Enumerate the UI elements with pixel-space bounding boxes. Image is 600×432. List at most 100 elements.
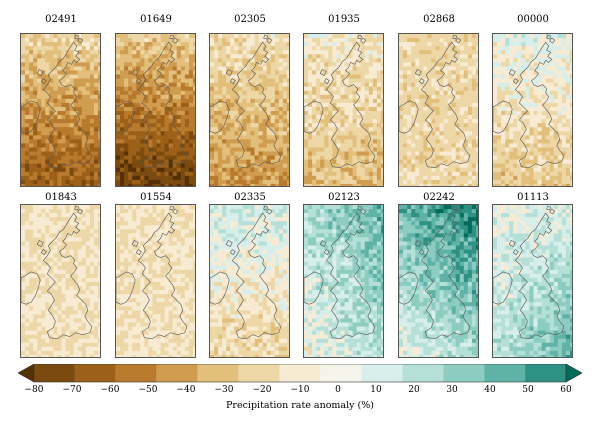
grid-cell <box>230 98 235 104</box>
grid-cell <box>128 82 133 88</box>
grid-cell <box>192 175 195 181</box>
island-coastline <box>360 37 367 44</box>
grid-cell <box>443 90 449 96</box>
grid-cell <box>471 98 477 104</box>
grid-cell <box>136 94 141 100</box>
grid-cell <box>238 151 243 157</box>
grid-cell <box>376 86 382 92</box>
grid-cell <box>419 159 424 165</box>
grid-cell <box>73 70 79 76</box>
grid-cell <box>352 151 358 157</box>
grid-cell <box>222 50 227 55</box>
grid-cell <box>415 115 420 120</box>
grid-cell <box>184 111 190 116</box>
grid-cell <box>274 102 280 108</box>
grid-cell <box>278 167 284 173</box>
grid-cell <box>57 94 63 100</box>
grid-cell <box>553 106 559 112</box>
grid-cell <box>565 123 571 128</box>
grid-cell <box>376 155 382 161</box>
grid-cell <box>85 82 91 88</box>
grid-cell <box>266 183 272 186</box>
grid-cell <box>152 46 158 51</box>
grid-cell <box>336 94 341 100</box>
grid-cell <box>218 86 223 92</box>
grid-cell <box>537 34 543 39</box>
grid-cell <box>65 70 71 76</box>
grid-cell <box>407 167 412 173</box>
grid-cell <box>348 135 354 140</box>
grid-cell <box>435 171 441 177</box>
grid-cell <box>116 143 121 148</box>
grid-cell <box>415 58 420 63</box>
grid-cell <box>533 183 539 186</box>
grid-cell <box>447 62 453 67</box>
grid-cell <box>230 115 235 120</box>
grid-cell <box>45 78 50 84</box>
grid-cell <box>509 74 514 80</box>
grid-cell <box>569 94 572 100</box>
grid-cell <box>505 119 510 124</box>
grid-cell <box>222 171 227 177</box>
grid-cell <box>226 50 231 55</box>
grid-cell <box>21 171 26 177</box>
grid-cell <box>168 62 174 67</box>
grid-cell <box>360 70 366 76</box>
grid-cell <box>33 213 38 218</box>
grid-cell <box>57 159 63 165</box>
grid-cell <box>65 34 71 39</box>
grid-cell <box>553 131 559 136</box>
grid-cell <box>443 46 449 51</box>
grid-cell <box>459 58 465 63</box>
grid-cell <box>497 135 502 140</box>
grid-cell <box>160 115 166 120</box>
grid-cell <box>73 257 79 263</box>
grid-cell <box>380 179 383 185</box>
grid-cell <box>250 94 256 100</box>
grid-cell <box>352 90 358 96</box>
grid-cell <box>81 50 87 55</box>
grid-cell <box>407 111 412 116</box>
grid-cell <box>81 54 87 59</box>
grid-cell <box>316 183 321 186</box>
grid-cell <box>368 111 374 116</box>
grid-cell <box>69 245 75 251</box>
grid-cell <box>25 147 30 153</box>
grid-cell <box>156 70 162 76</box>
grid-cell <box>439 58 445 63</box>
grid-cell <box>176 111 182 116</box>
grid-cell <box>116 179 121 185</box>
grid-cell <box>364 70 370 76</box>
grid-cell <box>340 42 346 47</box>
grid-cell <box>525 139 530 144</box>
grid-cell <box>188 34 194 39</box>
grid-cell <box>45 237 50 242</box>
grid-cell <box>33 90 38 96</box>
grid-cell <box>222 127 227 132</box>
grid-cell <box>25 82 30 88</box>
grid-cell <box>37 179 42 185</box>
grid-cell <box>53 229 58 234</box>
grid-cell <box>553 127 559 132</box>
grid-cell <box>148 82 153 88</box>
grid-cell <box>262 70 268 76</box>
grid-cell <box>517 58 522 63</box>
grid-cell <box>266 38 272 43</box>
grid-cell <box>160 135 166 140</box>
grid-cell <box>308 62 313 67</box>
grid-cell <box>455 159 461 165</box>
grid-cell <box>545 58 551 63</box>
grid-cell <box>521 70 526 76</box>
grid-cell <box>545 131 551 136</box>
grid-cell <box>29 139 34 144</box>
grid-cell <box>41 62 46 67</box>
grid-cell <box>557 119 563 124</box>
grid-cell <box>501 147 506 153</box>
grid-cell <box>407 127 412 132</box>
grid-cell <box>132 159 137 165</box>
grid-cell <box>57 245 63 251</box>
grid-cell <box>427 135 432 140</box>
grid-cell <box>254 131 260 136</box>
grid-cell <box>156 58 162 63</box>
grid-cell <box>356 42 362 47</box>
